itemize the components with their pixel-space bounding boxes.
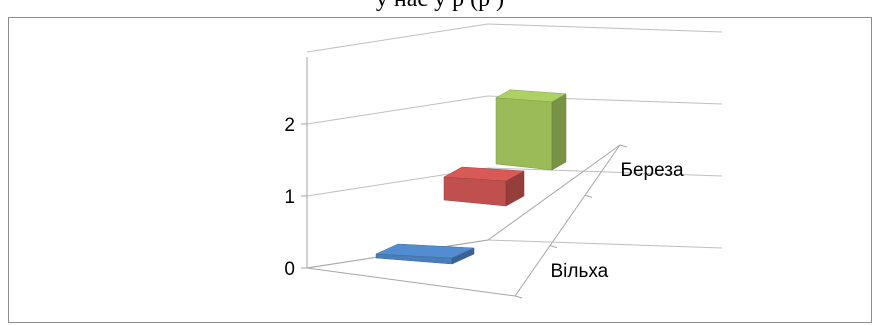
caption-text-2: р xyxy=(452,0,470,12)
gridline-back-wall xyxy=(487,23,723,33)
bar-Береза xyxy=(495,89,567,171)
bar-side-face xyxy=(551,93,567,171)
category-label: Вільха xyxy=(551,261,609,282)
gridline-left-wall xyxy=(306,95,489,125)
value-tick-label: 0 xyxy=(284,259,295,280)
value-tick-label: 1 xyxy=(284,187,295,208)
bar-top-face xyxy=(495,89,567,103)
caption-text-3: (р ) xyxy=(470,0,504,12)
category-tick xyxy=(549,245,558,249)
category-label: Береза xyxy=(621,160,684,181)
caption-text: у нас у xyxy=(376,0,452,12)
bar-top-face xyxy=(443,166,525,182)
page-caption: у нас у р (р ) xyxy=(0,0,880,16)
bar-front-face xyxy=(495,97,553,171)
gridline-left-wall xyxy=(306,23,489,53)
category-tick xyxy=(514,295,523,299)
category-tick xyxy=(619,144,628,148)
bar-top-face xyxy=(375,243,475,259)
bar-category-2 xyxy=(443,166,525,207)
gridline-back-wall xyxy=(487,167,723,177)
chart-frame xyxy=(8,17,872,323)
label-layer: 0 1 2 Вільха Береза xyxy=(284,115,684,282)
category-tick xyxy=(584,194,593,198)
bar-layer xyxy=(375,89,567,265)
value-tick-label: 2 xyxy=(284,115,295,136)
bar-front-face xyxy=(443,176,507,207)
bar-Вільха xyxy=(375,243,475,265)
gridline-back-wall xyxy=(487,239,723,249)
